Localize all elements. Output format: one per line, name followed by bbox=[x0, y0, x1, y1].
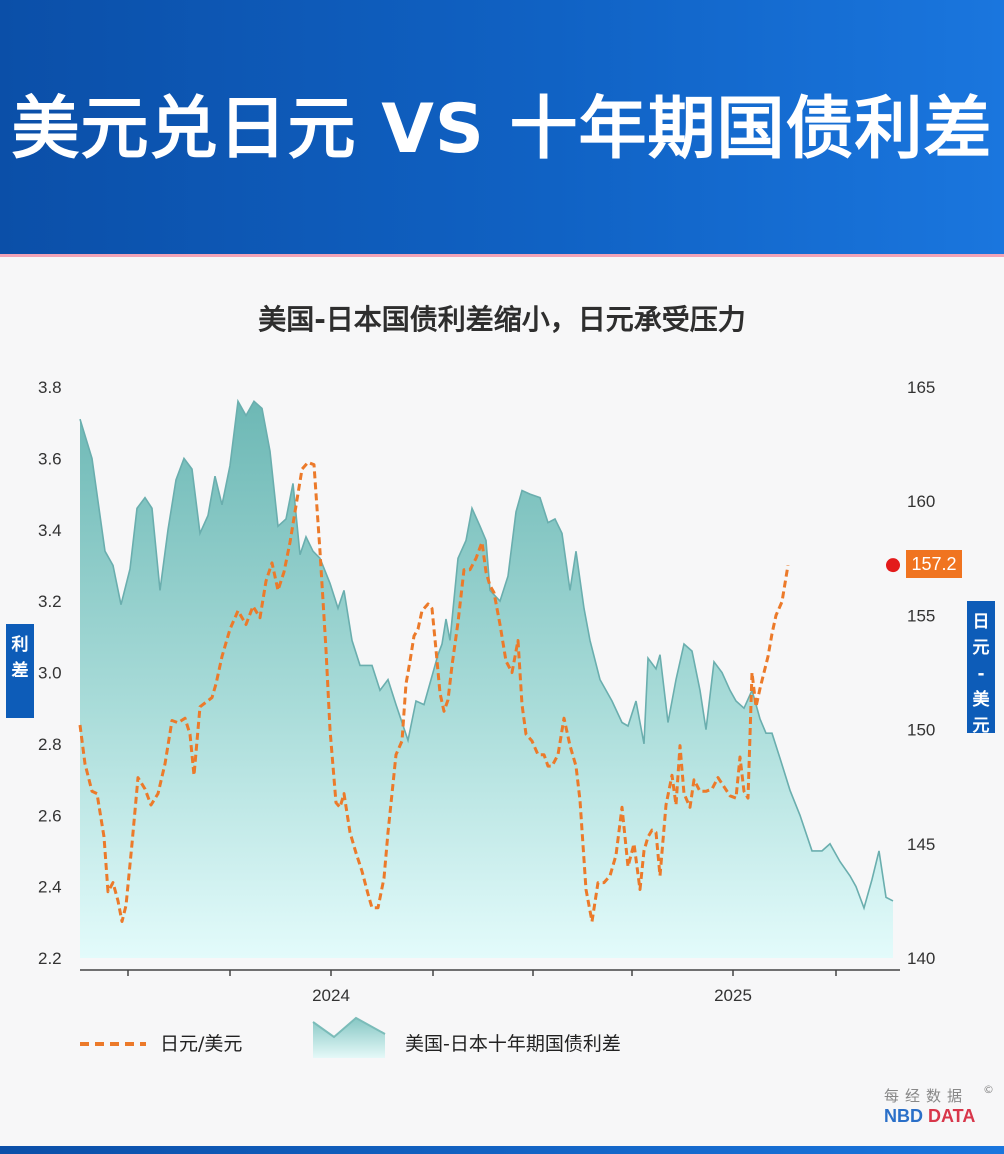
legend-spread-icon bbox=[312, 1016, 386, 1058]
svg-text:150: 150 bbox=[907, 721, 935, 740]
svg-text:155: 155 bbox=[907, 606, 935, 625]
logo-nbd: NBD bbox=[884, 1106, 923, 1126]
right-axis-label-char: 元 bbox=[972, 716, 990, 736]
legend-spread-label: 美国-日本十年期国债利差 bbox=[405, 1033, 621, 1055]
logo-chinese: 每经数据 bbox=[884, 1087, 969, 1105]
left-axis-ticks: 2.2 2.4 2.6 2.8 3.0 3.2 3.4 3.6 3.8 bbox=[38, 378, 62, 968]
svg-text:3.2: 3.2 bbox=[38, 592, 62, 611]
spread-area-outline bbox=[79, 398, 894, 911]
left-axis-label-char: 利 bbox=[11, 635, 29, 655]
left-axis-label: 利 差 bbox=[6, 624, 34, 718]
svg-text:2024: 2024 bbox=[312, 986, 350, 1005]
logo-data: DATA bbox=[928, 1106, 976, 1126]
svg-text:160: 160 bbox=[907, 492, 935, 511]
svg-text:2.2: 2.2 bbox=[38, 949, 62, 968]
header-banner bbox=[0, 0, 1004, 254]
page-title: 美元兑日元 VS 十年期国债利差 bbox=[11, 90, 993, 169]
last-point-marker bbox=[886, 558, 900, 573]
spread-area-series bbox=[80, 401, 893, 958]
left-axis-label-char: 差 bbox=[11, 661, 29, 681]
svg-text:3.0: 3.0 bbox=[38, 664, 62, 683]
right-axis-label: 日 元 - 美 元 bbox=[967, 601, 995, 736]
logo-nbd-data: NBD DATA bbox=[884, 1106, 975, 1127]
footer-bar bbox=[0, 1146, 1004, 1154]
svg-text:165: 165 bbox=[907, 378, 935, 397]
legend-jpy-label: 日元/美元 bbox=[160, 1033, 243, 1055]
svg-text:3.6: 3.6 bbox=[38, 449, 62, 468]
svg-text:2025: 2025 bbox=[714, 986, 752, 1005]
copyright-icon: © bbox=[983, 1083, 994, 1096]
right-axis-label-char: - bbox=[977, 664, 985, 684]
jpy-usd-line-series bbox=[78, 460, 790, 923]
svg-text:2.4: 2.4 bbox=[38, 878, 62, 897]
x-axis bbox=[80, 969, 900, 976]
svg-text:3.8: 3.8 bbox=[38, 378, 62, 397]
svg-text:140: 140 bbox=[907, 949, 935, 968]
svg-text:2.6: 2.6 bbox=[38, 806, 62, 825]
header-divider bbox=[0, 254, 1004, 257]
last-value-badge: 157.2 bbox=[906, 550, 962, 578]
svg-text:3.4: 3.4 bbox=[38, 521, 62, 540]
right-axis-label-char: 美 bbox=[972, 690, 990, 710]
svg-text:2.8: 2.8 bbox=[38, 735, 62, 754]
svg-text:145: 145 bbox=[907, 835, 935, 854]
right-axis-label-char: 日 bbox=[972, 612, 990, 632]
x-axis-labels: 2024 2025 bbox=[312, 986, 752, 1005]
chart-title: 美国-日本国债利差缩小，日元承受压力 bbox=[258, 303, 746, 336]
right-axis-label-char: 元 bbox=[972, 638, 990, 658]
right-axis-ticks: 140 145 150 155 160 165 bbox=[907, 378, 935, 968]
